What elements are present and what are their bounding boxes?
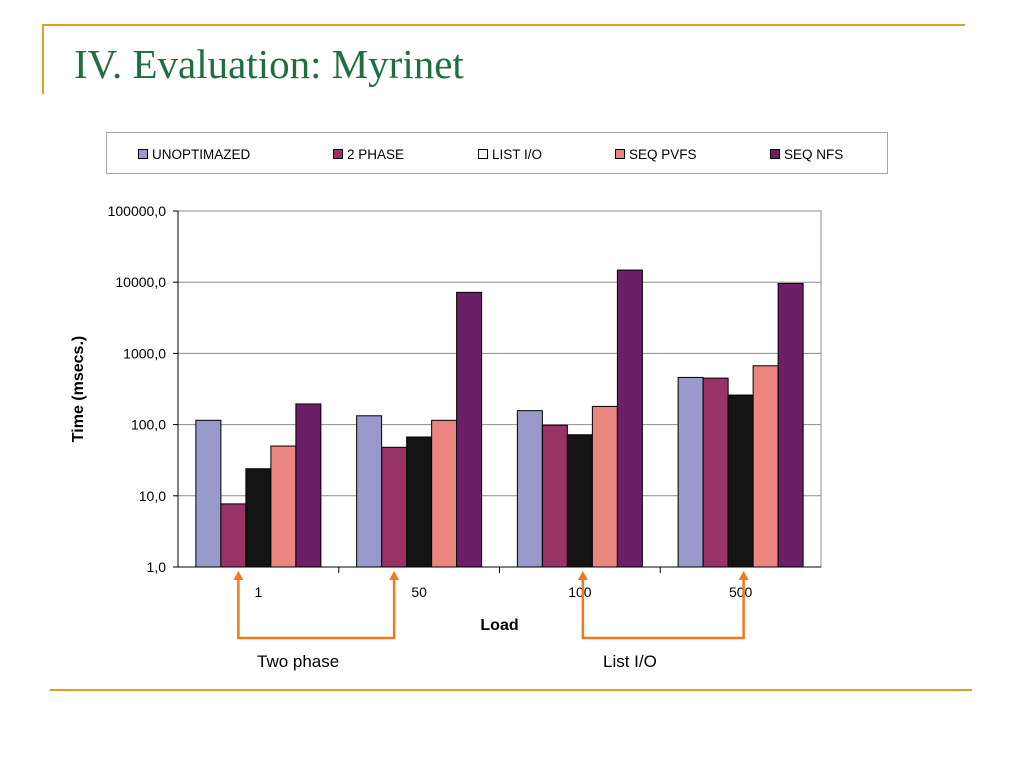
bar-seq-nfs-500	[777, 282, 804, 568]
bar-list-i-o-100	[566, 434, 593, 568]
bar-seq-nfs-100	[616, 269, 643, 568]
legend-item-seq-nfs: SEQ NFS	[770, 146, 843, 162]
bar-unoptimazed-500	[677, 376, 704, 568]
two-phase-bracket-arrowhead	[233, 571, 244, 580]
bar-seq-nfs-1	[295, 403, 322, 568]
bar-seq-nfs-50	[456, 291, 483, 568]
list-io-bracket-arrowhead	[577, 571, 588, 580]
footer-accent-rule	[50, 689, 972, 691]
bar-seq-pvfs-50	[431, 419, 458, 568]
legend-label-unoptimazed: UNOPTIMAZED	[152, 146, 251, 162]
list-io-bracket	[581, 579, 745, 640]
list-io-bracket-arrowhead	[738, 571, 749, 580]
legend-item-unoptimazed: UNOPTIMAZED	[138, 146, 250, 162]
y-tick-label: 10000,0	[115, 274, 166, 290]
bar-2-phase-50	[381, 446, 408, 568]
legend-swatch-unoptimazed	[138, 149, 148, 159]
legend-item-2-phase: 2 PHASE	[333, 146, 404, 162]
legend-label-2-phase: 2 PHASE	[347, 146, 405, 162]
legend-swatch-list-io	[478, 149, 488, 159]
x-tick-label: 50	[411, 584, 427, 600]
legend-swatch-seq-pvfs	[615, 149, 625, 159]
two-phase-bracket	[237, 579, 396, 640]
x-tick-label: 100	[568, 584, 592, 600]
annotation-list-io: List I/O	[603, 652, 657, 671]
legend-swatch-2-phase	[333, 149, 343, 159]
x-tick-label: 1	[254, 584, 262, 600]
y-axis-title: Time (msecs.)	[70, 336, 87, 442]
legend-label-seq-pvfs: SEQ PVFS	[629, 146, 697, 162]
bar-unoptimazed-1	[195, 419, 222, 568]
bar-list-i-o-50	[406, 436, 433, 568]
bar-2-phase-100	[541, 424, 568, 568]
bar-seq-pvfs-100	[591, 405, 618, 568]
chart-legend: UNOPTIMAZED 2 PHASE LIST I/O SEQ PVFS SE…	[106, 132, 888, 174]
legend-swatch-seq-nfs	[770, 149, 780, 159]
y-tick-label: 10,0	[139, 488, 166, 504]
two-phase-bracket-arrowhead	[389, 571, 400, 580]
legend-item-seq-pvfs: SEQ PVFS	[615, 146, 697, 162]
title-accent-rule	[42, 24, 965, 26]
y-tick-label: 1,0	[147, 559, 167, 575]
bar-seq-pvfs-1	[270, 445, 297, 568]
bar-unoptimazed-50	[356, 415, 383, 568]
bar-list-i-o-500	[727, 394, 754, 568]
slide-title: IV. Evaluation: Myrinet	[74, 41, 464, 87]
bar-2-phase-500	[702, 377, 729, 568]
bar-list-i-o-1	[245, 468, 272, 568]
y-tick-label: 100000,0	[108, 203, 167, 219]
y-tick-label: 1000,0	[123, 345, 166, 361]
y-tick-label: 100,0	[131, 417, 166, 433]
annotation-two-phase: Two phase	[257, 652, 340, 671]
bar-2-phase-1	[220, 503, 247, 568]
x-axis-title: Load	[480, 617, 518, 634]
bar-seq-pvfs-500	[752, 365, 779, 568]
legend-label-list-io: LIST I/O	[492, 146, 543, 162]
legend-item-list-io: LIST I/O	[478, 146, 542, 162]
bar-unoptimazed-100	[516, 410, 543, 568]
x-tick-label: 500	[729, 584, 753, 600]
legend-label-seq-nfs: SEQ NFS	[784, 146, 844, 162]
title-accent-bar	[42, 24, 44, 94]
